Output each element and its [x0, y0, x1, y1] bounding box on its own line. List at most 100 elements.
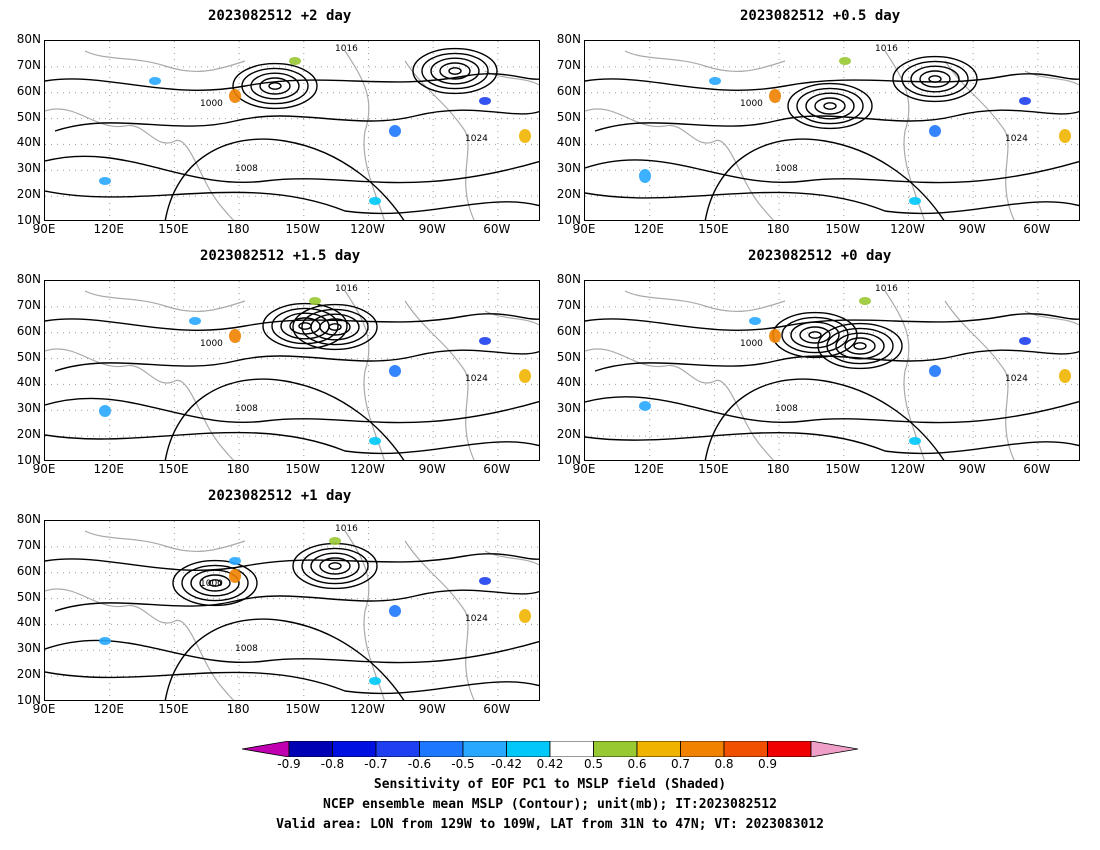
lon-label: 150W [825, 462, 861, 476]
pressure-contour [585, 432, 1079, 455]
lat-label: 60N [556, 83, 581, 98]
coastline [344, 530, 385, 700]
pressure-contour [585, 313, 1079, 331]
sensitivity-shade [229, 329, 241, 343]
lat-label: 40N [16, 375, 41, 390]
pressure-contour [54, 109, 539, 132]
contour-label: 1000 [200, 99, 223, 109]
lon-label: 180 [766, 222, 790, 236]
sensitivity-shade [859, 297, 871, 305]
sensitivity-shade [519, 609, 531, 623]
low-pressure-ring [328, 562, 342, 570]
lon-label: 120W [350, 222, 385, 236]
lon-label: 90W [958, 222, 986, 236]
lon-label: 60W [1023, 462, 1051, 476]
lon-label: 90W [418, 702, 446, 716]
sensitivity-shade [1019, 97, 1031, 105]
panel-title-plus1-5: 2023082512 +1.5 day [200, 248, 361, 264]
low-pressure-ring [430, 57, 480, 85]
lon-label: 120W [890, 462, 925, 476]
lon-label: 90E [572, 222, 596, 236]
low-pressure-ring [835, 332, 885, 360]
lon-label: 180 [226, 702, 250, 716]
lat-label: 30N [16, 641, 41, 656]
contour-label: 1024 [1005, 374, 1028, 384]
low-pressure-ring [268, 82, 282, 90]
pressure-contour [704, 138, 945, 220]
colorbar-tick-label: 0.42 [536, 757, 564, 771]
colorbar-segment [636, 741, 681, 757]
low-pressure-ring [208, 579, 222, 587]
lat-label: 30N [556, 401, 581, 416]
lat-label: 70N [16, 297, 41, 312]
coastline [344, 50, 385, 220]
lat-label: 40N [556, 375, 581, 390]
lat-label: 50N [556, 109, 581, 124]
low-pressure-ring [319, 557, 351, 575]
lat-label: 30N [556, 161, 581, 176]
lat-label: 80N [16, 512, 41, 526]
pressure-contour [585, 191, 1079, 215]
map-canvas: 1016 1008 1000 1024 [45, 41, 539, 220]
lat-label: 60N [16, 563, 41, 578]
sensitivity-shade [909, 197, 921, 205]
pressure-contour [45, 553, 539, 571]
sensitivity-shade [389, 125, 401, 137]
lon-label: 90E [32, 702, 56, 716]
lat-label: 80N [556, 32, 581, 46]
coastline [484, 550, 539, 566]
lat-label: 60N [16, 323, 41, 338]
low-pressure-ring [919, 70, 951, 88]
low-pressure-ring [301, 547, 369, 585]
lat-label: 80N [16, 32, 41, 46]
lon-label: 180 [226, 222, 250, 236]
colorbar-under-triangle [242, 741, 290, 757]
colorbar-tick-label: -0.9 [277, 757, 301, 771]
lon-label: 120W [890, 222, 925, 236]
low-pressure-ring [826, 327, 894, 365]
low-pressure-ring [259, 77, 291, 95]
colorbar-over-triangle [810, 741, 858, 757]
colorbar-segment [332, 741, 377, 757]
pressure-contour [54, 589, 539, 612]
pressure-contour [45, 155, 539, 184]
lat-label: 10N [556, 213, 581, 227]
lat-label: 50N [16, 589, 41, 604]
lat-label: 30N [16, 161, 41, 176]
low-pressure-ring [817, 322, 903, 370]
sensitivity-shade [289, 57, 301, 65]
lat-label: 10N [16, 453, 41, 467]
contour-label: 1024 [1005, 134, 1028, 144]
colorbar-segment [506, 741, 551, 757]
pressure-contour [585, 73, 1079, 91]
low-pressure-ring [310, 552, 360, 580]
colorbar-tick-label: -0.8 [320, 757, 345, 771]
colorbar-segment [419, 741, 464, 757]
lon-label: 150E [698, 222, 729, 236]
lon-label: 90W [958, 462, 986, 476]
caption-valid-area: Valid area: LON from 129W to 109W, LAT f… [276, 817, 824, 832]
panel-title-plus0: 2023082512 +0 day [748, 248, 892, 264]
sensitivity-shade [389, 605, 401, 617]
low-pressure-ring [799, 326, 831, 344]
panel-title-plus1: 2023082512 +1 day [208, 488, 352, 504]
sensitivity-shade [229, 557, 241, 565]
coastline [404, 540, 475, 700]
sensitivity-shade [229, 569, 241, 583]
lon-label: 60W [483, 462, 511, 476]
lat-label: 50N [16, 349, 41, 364]
lat-label: 70N [556, 57, 581, 72]
lat-label: 70N [16, 57, 41, 72]
lat-label: 60N [16, 83, 41, 98]
coastline [484, 310, 539, 326]
sensitivity-shade [1019, 337, 1031, 345]
coastline [944, 60, 1015, 220]
coastline [84, 290, 246, 313]
pressure-contour [704, 378, 945, 460]
colorbar-segment [549, 741, 594, 757]
colorbar-tick-label: -0.6 [407, 757, 432, 771]
contour-label: 1008 [235, 404, 258, 414]
low-pressure-ring [928, 75, 942, 83]
colorbar-tick-label: 0.5 [583, 757, 604, 771]
sensitivity-shade [839, 57, 851, 65]
